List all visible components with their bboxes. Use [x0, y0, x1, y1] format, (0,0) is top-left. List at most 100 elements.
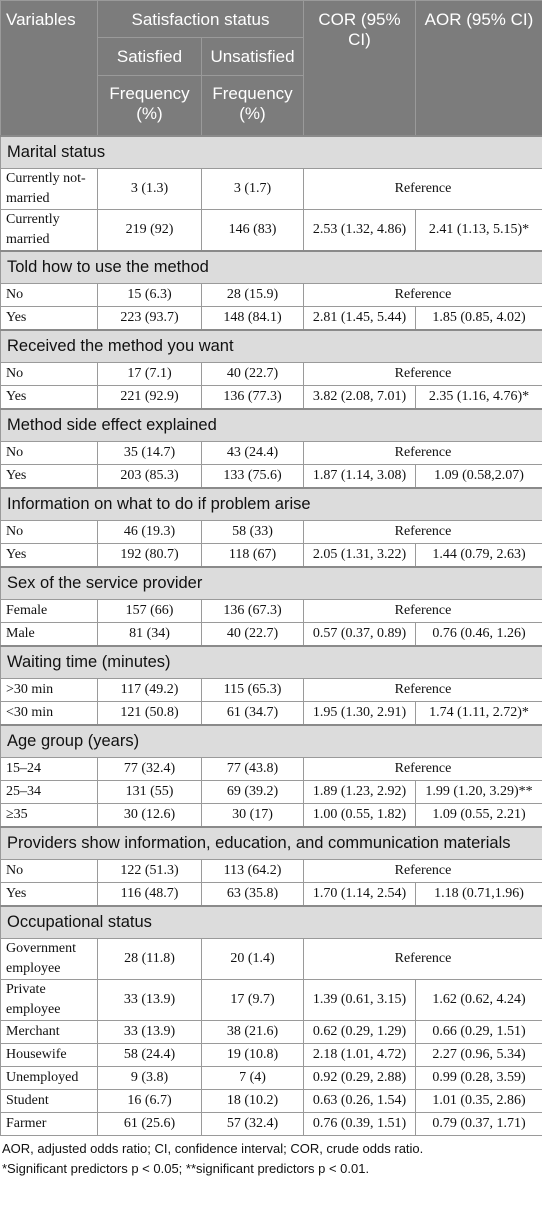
- cor-cell: 2.53 (1.32, 4.86): [303, 208, 416, 251]
- cor-cell: 1.39 (0.61, 3.15): [303, 978, 416, 1021]
- aor-cell: 2.35 (1.16, 4.76)*: [415, 384, 542, 409]
- unsatisfied-frequency-cell: 58 (33): [201, 519, 304, 544]
- reference-cell: Reference: [303, 519, 542, 544]
- satisfied-frequency-cell: 15 (6.3): [97, 282, 202, 307]
- table-row: Merchant 33 (13.9) 38 (21.6) 0.62 (0.29, 1.…: [0, 1019, 542, 1044]
- reference-cell: Reference: [303, 937, 542, 980]
- row-label: Merchant: [0, 1019, 98, 1044]
- unsatisfied-frequency-cell: 136 (77.3): [201, 384, 304, 409]
- reference-cell: Reference: [303, 361, 542, 386]
- satisfied-frequency-cell: 219 (92): [97, 208, 202, 251]
- satisfied-frequency-cell: 30 (12.6): [97, 802, 202, 827]
- unsatisfied-frequency-cell: 148 (84.1): [201, 305, 304, 330]
- row-label: Unemployed: [0, 1065, 98, 1090]
- cor-cell: 2.05 (1.31, 3.22): [303, 542, 416, 567]
- table-row: Unemployed 9 (3.8) 7 (4) 0.92 (0.29, 2.88) 0…: [0, 1065, 542, 1090]
- table-row: Student 16 (6.7) 18 (10.2) 0.63 (0.26, 1.54…: [0, 1088, 542, 1113]
- table-row: No 46 (19.3) 58 (33) Reference: [0, 519, 542, 544]
- satisfied-header: Satisfied: [97, 37, 202, 76]
- aor-cell: 1.01 (0.35, 2.86): [415, 1088, 542, 1113]
- section-title: Method side effect explained: [0, 407, 542, 442]
- section-header-row: Received the method you want: [0, 328, 542, 363]
- unsatisfied-frequency-cell: 40 (22.7): [201, 361, 304, 386]
- aor-cell: 1.99 (1.20, 3.29)**: [415, 779, 542, 804]
- section-title: Age group (years): [0, 723, 542, 758]
- table-row: No 15 (6.3) 28 (15.9) Reference: [0, 282, 542, 307]
- cor-cell: 2.81 (1.45, 5.44): [303, 305, 416, 330]
- row-label: Yes: [0, 542, 98, 567]
- table-footnotes: AOR, adjusted odds ratio; CI, confidence…: [0, 1136, 542, 1179]
- row-label: Male: [0, 621, 98, 646]
- results-table: Variables Satisfaction status COR (95% C…: [0, 0, 542, 1136]
- section-header-row: Told how to use the method: [0, 249, 542, 284]
- unsatisfied-frequency-cell: 30 (17): [201, 802, 304, 827]
- aor-cell: 1.18 (0.71,1.96): [415, 881, 542, 906]
- aor-header: AOR (95% CI): [415, 0, 542, 136]
- cor-cell: 1.89 (1.23, 2.92): [303, 779, 416, 804]
- aor-cell: 0.66 (0.29, 1.51): [415, 1019, 542, 1044]
- satisfied-frequency-cell: 28 (11.8): [97, 937, 202, 980]
- satisfied-frequency-cell: 16 (6.7): [97, 1088, 202, 1113]
- table-row: ≥35 30 (12.6) 30 (17) 1.00 (0.55, 1.82) 1.09…: [0, 802, 542, 827]
- aor-cell: 1.62 (0.62, 4.24): [415, 978, 542, 1021]
- unsatisfied-frequency-cell: 63 (35.8): [201, 881, 304, 906]
- cor-cell: 1.95 (1.30, 2.91): [303, 700, 416, 725]
- row-label: No: [0, 361, 98, 386]
- row-label: No: [0, 440, 98, 465]
- satisfied-frequency-cell: 33 (13.9): [97, 1019, 202, 1044]
- section-title: Marital status: [0, 134, 542, 169]
- table-row: No 35 (14.7) 43 (24.4) Reference: [0, 440, 542, 465]
- table-row: Yes 221 (92.9) 136 (77.3) 3.82 (2.08, 7.01)…: [0, 384, 542, 409]
- table-row: No 17 (7.1) 40 (22.7) Reference: [0, 361, 542, 386]
- satisfied-frequency-cell: 46 (19.3): [97, 519, 202, 544]
- cor-cell: 1.87 (1.14, 3.08): [303, 463, 416, 488]
- satisfied-frequency-cell: 3 (1.3): [97, 167, 202, 210]
- satisfied-frequency-cell: 203 (85.3): [97, 463, 202, 488]
- unsatisfied-frequency-cell: 20 (1.4): [201, 937, 304, 980]
- aor-cell: 0.79 (0.37, 1.71): [415, 1111, 542, 1136]
- reference-cell: Reference: [303, 440, 542, 465]
- table-row: Private employee 33 (13.9) 17 (9.7) 1.39 (0…: [0, 978, 542, 1021]
- unsatisfied-frequency-cell: 38 (21.6): [201, 1019, 304, 1044]
- unsatisfied-frequency-cell: 43 (24.4): [201, 440, 304, 465]
- satisfied-frequency-cell: 17 (7.1): [97, 361, 202, 386]
- section-header-row: Occupational status: [0, 904, 542, 939]
- section-header-row: Information on what to do if problem ari…: [0, 486, 542, 521]
- aor-cell: 1.09 (0.58,2.07): [415, 463, 542, 488]
- table-row: Yes 116 (48.7) 63 (35.8) 1.70 (1.14, 2.54) 1…: [0, 881, 542, 906]
- table-row: Yes 203 (85.3) 133 (75.6) 1.87 (1.14, 3.08)…: [0, 463, 542, 488]
- satisfied-frequency-cell: 221 (92.9): [97, 384, 202, 409]
- satisfied-frequency-cell: 35 (14.7): [97, 440, 202, 465]
- table-row: 15–24 77 (32.4) 77 (43.8) Reference: [0, 756, 542, 781]
- satisfied-frequency-cell: 121 (50.8): [97, 700, 202, 725]
- unsatisfied-frequency-cell: 18 (10.2): [201, 1088, 304, 1113]
- table-header: Variables Satisfaction status COR (95% C…: [0, 0, 542, 136]
- reference-cell: Reference: [303, 282, 542, 307]
- satisfied-frequency-cell: 33 (13.9): [97, 978, 202, 1021]
- section-title: Occupational status: [0, 904, 542, 939]
- row-label: Yes: [0, 463, 98, 488]
- row-label: >30 min: [0, 677, 98, 702]
- table-row: 25–34 131 (55) 69 (39.2) 1.89 (1.23, 2.92) 1…: [0, 779, 542, 804]
- row-label: Yes: [0, 384, 98, 409]
- unsatisfied-frequency-cell: 40 (22.7): [201, 621, 304, 646]
- unsatisfied-frequency-cell: 115 (65.3): [201, 677, 304, 702]
- row-label: Yes: [0, 305, 98, 330]
- cor-cell: 0.57 (0.37, 0.89): [303, 621, 416, 646]
- section-header-row: Marital status: [0, 134, 542, 169]
- row-label: Currently not-married: [0, 167, 98, 210]
- row-label: Student: [0, 1088, 98, 1113]
- satisfaction-status-header: Satisfaction status: [97, 0, 304, 38]
- row-label: No: [0, 282, 98, 307]
- table-row: Housewife 58 (24.4) 19 (10.8) 2.18 (1.01, 4…: [0, 1042, 542, 1067]
- row-label: <30 min: [0, 700, 98, 725]
- frequency-satisfied-header: Frequency (%): [97, 75, 202, 136]
- unsatisfied-frequency-cell: 3 (1.7): [201, 167, 304, 210]
- cor-cell: 0.63 (0.26, 1.54): [303, 1088, 416, 1113]
- reference-cell: Reference: [303, 677, 542, 702]
- aor-cell: 1.74 (1.11, 2.72)*: [415, 700, 542, 725]
- section-title: Sex of the service provider: [0, 565, 542, 600]
- aor-cell: 2.27 (0.96, 5.34): [415, 1042, 542, 1067]
- section-header-row: Method side effect explained: [0, 407, 542, 442]
- unsatisfied-frequency-cell: 7 (4): [201, 1065, 304, 1090]
